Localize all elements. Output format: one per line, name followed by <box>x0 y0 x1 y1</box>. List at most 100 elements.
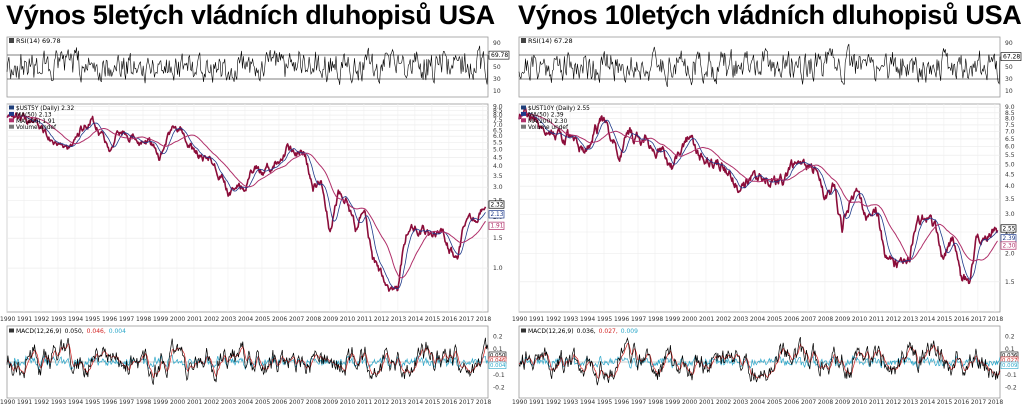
x-tick-label: 2009 <box>323 316 338 323</box>
x-tick-label-bottom: 2004 <box>750 399 765 405</box>
x-tick-label: 2015 <box>425 316 440 323</box>
x-tick-label-bottom: 1996 <box>614 399 629 405</box>
macd-legend-prefix: MACD(12,26,9) <box>16 328 62 335</box>
x-tick-label: 1999 <box>665 316 680 323</box>
x-tick-label-bottom: 1994 <box>68 399 83 405</box>
price-tick-label: 8.5 <box>493 108 503 115</box>
x-tick-label: 2007 <box>289 316 304 323</box>
x-tick-label-bottom: 1993 <box>563 399 578 405</box>
x-tick-label-bottom: 1994 <box>580 399 595 405</box>
x-tick-label: 1993 <box>563 316 578 323</box>
x-tick-label: 2003 <box>221 316 236 323</box>
price-last-value-label: 1.91 <box>491 224 504 230</box>
price-tick-label: 3.5 <box>493 173 503 180</box>
price-legend-label: MA(50) 2.13 <box>16 112 52 118</box>
x-tick-label: 1993 <box>51 316 66 323</box>
x-tick-label-bottom: 1998 <box>136 399 151 405</box>
price-tick-label: 7.5 <box>493 117 503 124</box>
rsi-panel-frame <box>518 36 1001 98</box>
macd-legend: MACD(12,26,9) 0.036, 0.027, 0.009 <box>528 328 638 335</box>
price-tick-label: 5.5 <box>493 140 503 147</box>
x-tick-label-bottom: 2016 <box>442 399 457 405</box>
x-tick-label-bottom: 1992 <box>546 399 561 405</box>
price-legend-label: Volume undef <box>16 125 57 131</box>
rsi-line <box>6 45 489 85</box>
macd-value-label: 0.046 <box>490 358 506 364</box>
x-tick-label-bottom: 2002 <box>716 399 731 405</box>
ma50-line <box>6 114 486 290</box>
x-tick-label: 2005 <box>767 316 782 323</box>
rsi-legend-label: RSI(14) 67.28 <box>528 37 573 45</box>
chart-5y: 9070503010RSI(14) 69.7869.789.08.58.07.5… <box>0 36 510 406</box>
x-tick-label: 1997 <box>119 316 134 323</box>
ma200-line <box>518 112 998 262</box>
x-tick-label: 2018 <box>988 316 1003 323</box>
macd-value-label: 0.036 <box>1002 353 1018 359</box>
price-legend-swatch <box>521 105 526 110</box>
x-tick-label: 2003 <box>733 316 748 323</box>
x-tick-label-bottom: 2013 <box>903 399 918 405</box>
x-tick-label: 2000 <box>170 316 185 323</box>
macd-legend-value: 0.036, <box>577 328 596 335</box>
macd-tick-label: 0.2 <box>493 333 503 340</box>
price-tick-label: 9.0 <box>1005 104 1015 111</box>
price-last-value-box <box>488 210 505 219</box>
x-tick-label: 2018 <box>476 316 491 323</box>
x-tick-label: 1996 <box>614 316 629 323</box>
macd-value-label: 0.004 <box>490 363 506 369</box>
price-panel-frame <box>518 103 1001 313</box>
macd-legend-signal: 0.046, <box>87 328 106 335</box>
price-tick-label: 1.0 <box>493 265 503 272</box>
price-legend-swatch <box>521 118 526 123</box>
price-tick-label: 7.0 <box>1005 129 1015 136</box>
chart-title: Výnos 10letých vládních dluhopisů USA <box>518 0 1022 30</box>
price-last-value-label: 2.13 <box>491 212 504 218</box>
price-line <box>518 106 999 285</box>
x-tick-label-bottom: 2001 <box>699 399 714 405</box>
chart-title: Výnos 5letých vládních dluhopisů USA <box>6 0 495 30</box>
price-tick-label: 7.5 <box>1005 122 1015 129</box>
x-tick-label: 2007 <box>801 316 816 323</box>
x-tick-label-bottom: 2005 <box>255 399 270 405</box>
price-last-value-box <box>488 200 505 209</box>
x-tick-label-bottom: 1991 <box>529 399 544 405</box>
macd-line <box>518 336 1001 386</box>
price-legend-swatch <box>9 118 14 123</box>
x-tick-label-bottom: 1998 <box>648 399 663 405</box>
rsi-panel-frame <box>6 36 489 98</box>
x-tick-label-bottom: 1993 <box>51 399 66 405</box>
x-tick-label: 2001 <box>187 316 202 323</box>
macd-legend-value: 0.050, <box>65 328 84 335</box>
x-tick-label: 1994 <box>68 316 83 323</box>
x-tick-label-bottom: 2012 <box>374 399 389 405</box>
x-tick-label-bottom: 2003 <box>221 399 236 405</box>
macd-legend-swatch <box>9 328 14 333</box>
price-tick-label: 7.0 <box>493 122 503 129</box>
price-tick-label: 8.5 <box>1005 110 1015 117</box>
macd-tick-label: 0.2 <box>1005 333 1015 340</box>
macd-tick-label: -0.2 <box>493 385 505 392</box>
price-legend-swatch <box>521 111 526 116</box>
x-tick-label-bottom: 2018 <box>476 399 491 405</box>
x-tick-label: 1991 <box>17 316 32 323</box>
rsi-value-label: 67.28 <box>1003 54 1020 61</box>
x-tick-label-bottom: 2008 <box>306 399 321 405</box>
price-legend-label: MA(200) 1.91 <box>16 119 56 125</box>
x-tick-label-bottom: 2006 <box>784 399 799 405</box>
price-tick-label: 1.5 <box>1005 279 1015 286</box>
price-tick-label: 1.5 <box>493 235 503 242</box>
x-tick-label: 2011 <box>357 316 372 323</box>
x-tick-label: 1994 <box>580 316 595 323</box>
x-tick-label-bottom: 2012 <box>886 399 901 405</box>
price-tick-label: 5.5 <box>1005 152 1015 159</box>
rsi-value-box <box>488 50 510 60</box>
x-tick-label: 1995 <box>597 316 612 323</box>
x-tick-label-bottom: 2018 <box>988 399 1003 405</box>
x-tick-label: 2005 <box>255 316 270 323</box>
price-tick-label: 2.0 <box>1005 251 1015 258</box>
x-tick-label: 2002 <box>716 316 731 323</box>
x-tick-label-bottom: 1991 <box>17 399 32 405</box>
price-tick-label: 6.5 <box>493 127 503 134</box>
x-tick-label: 2009 <box>835 316 850 323</box>
price-tick-label: 3.0 <box>493 184 503 191</box>
